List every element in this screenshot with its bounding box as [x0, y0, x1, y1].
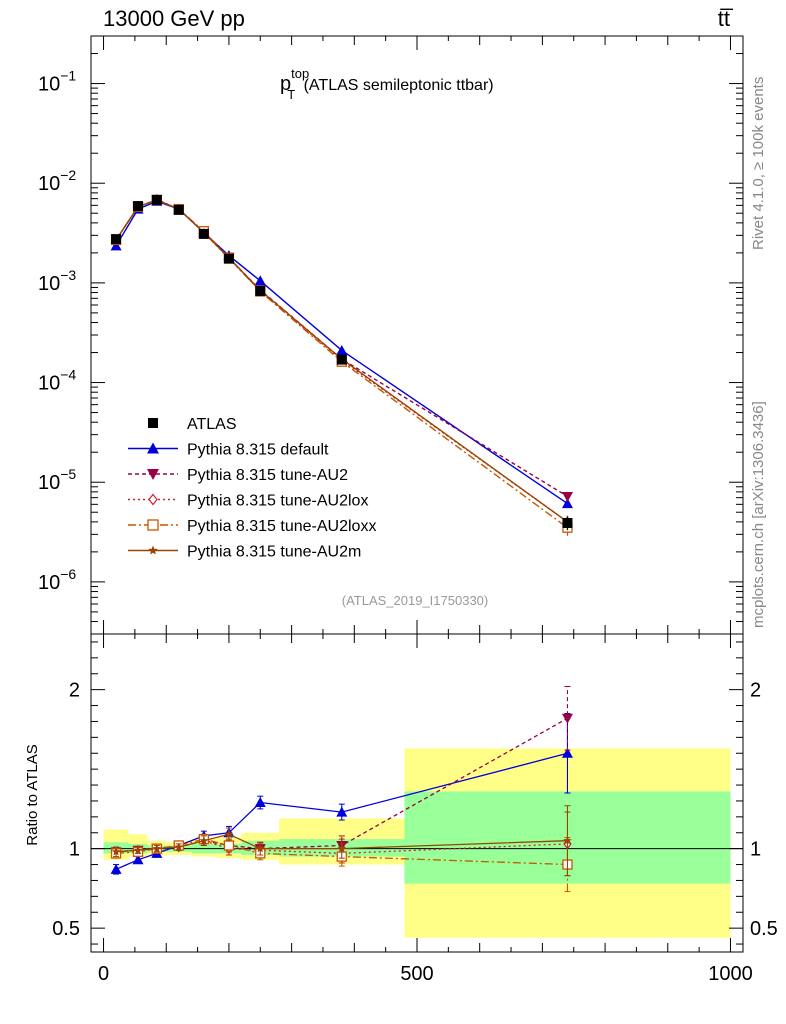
legend-item: Pythia 8.315 tune-AU2loxx	[128, 518, 376, 535]
ratio-point	[111, 847, 121, 856]
legend-marker	[148, 418, 158, 428]
ratio-ytick-label: 2	[69, 680, 80, 702]
legend: ATLAS Pythia 8.315 default Pythia 8.315 tu…	[128, 416, 376, 561]
main-ytick-label: 10−5	[38, 466, 76, 494]
ratio-point	[223, 840, 235, 851]
main-panel: 10−6 10−5 10−4 10−3 10−2 10−1 ptop T (ATLAS se…	[38, 35, 744, 635]
ratio-xtick-label: 500	[400, 963, 433, 985]
ratio-point	[256, 844, 265, 853]
ratio-xtick-label: 0	[98, 963, 109, 985]
main-ytick-label: 10−4	[38, 367, 76, 395]
ratio-series-pythia-8-315-tune-au2m	[111, 805, 572, 877]
main-ytick-label: 10−6	[38, 566, 76, 594]
ratio-point	[133, 845, 143, 854]
data-point	[562, 517, 573, 528]
ratio-point	[152, 844, 162, 853]
ratio-ytick-label: 1	[69, 839, 80, 861]
main-ytick-label: 10−1	[38, 68, 76, 96]
ratio-ytick-label: 0.5	[52, 918, 80, 940]
energy-label: 13000 GeV pp	[103, 6, 245, 31]
data-point	[151, 194, 162, 205]
ratio-point	[561, 747, 573, 758]
legend-marker	[148, 493, 158, 506]
main-ytick-label: 10−2	[38, 167, 76, 195]
ratio-point	[199, 836, 209, 845]
data-point	[255, 285, 266, 296]
data-point	[254, 275, 266, 286]
legend-marker	[147, 519, 159, 531]
ratio-point	[224, 829, 234, 838]
ratio-panel: 0.5 0.5 1 1 2 2 0 500 1000 Ratio to ATLAS	[24, 633, 778, 985]
ratio-ytick-label: 2	[750, 680, 761, 702]
legend-marker	[147, 442, 159, 454]
series-pythia-8-315-tune-au2loxx	[110, 194, 573, 536]
ratio-point	[254, 797, 266, 808]
ratio-ylabel: Ratio to ATLAS	[24, 744, 41, 845]
legend-label: Pythia 8.315 tune-AU2loxx	[187, 518, 376, 535]
data-point	[561, 491, 573, 502]
ratio-point	[110, 863, 122, 874]
data-point	[336, 344, 348, 355]
ratio-point	[174, 842, 183, 851]
data-point	[111, 234, 122, 245]
ratio-line	[116, 838, 568, 866]
legend-marker	[148, 545, 158, 555]
data-point	[198, 228, 209, 239]
legend-label: Pythia 8.315 tune-AU2lox	[187, 493, 368, 510]
legend-label: Pythia 8.315 tune-AU2	[187, 467, 348, 484]
main-ytick-label: 10−3	[38, 267, 76, 295]
legend-item: ATLAS	[148, 416, 237, 433]
ratio-point	[561, 713, 573, 724]
legend-label: Pythia 8.315 tune-AU2m	[187, 544, 361, 561]
ratio-ytick-label: 0.5	[750, 918, 778, 940]
legend-item: Pythia 8.315 tune-AU2lox	[128, 493, 368, 510]
ratio-point	[563, 836, 572, 845]
legend-label: ATLAS	[187, 416, 237, 433]
ratio-line	[116, 840, 568, 855]
ratio-point	[336, 806, 348, 817]
process-label: tt̅	[718, 6, 734, 31]
legend-item: Pythia 8.315 default	[128, 442, 329, 459]
mcplots-label: mcplots.cern.ch [arXiv:1306.3436]	[750, 401, 767, 628]
main-title: ptop T (ATLAS semileptonic ttbar)	[280, 66, 494, 102]
series-atlas	[111, 194, 573, 531]
watermark: (ATLAS_2019_I1750330)	[342, 593, 488, 608]
data-point	[223, 253, 234, 264]
ratio-xtick-label: 1000	[708, 963, 753, 985]
ratio-point	[337, 844, 346, 853]
series-pythia-8-315-default	[110, 195, 573, 509]
data-point	[173, 204, 184, 215]
data-point	[336, 354, 347, 365]
legend-label: Pythia 8.315 default	[187, 442, 329, 459]
data-point	[561, 498, 573, 509]
legend-marker	[147, 469, 159, 480]
data-point	[133, 201, 144, 212]
ratio-ytick-label: 1	[750, 839, 761, 861]
legend-item: Pythia 8.315 tune-AU2m	[128, 544, 361, 561]
data-point	[110, 240, 122, 251]
legend-item: Pythia 8.315 tune-AU2	[128, 467, 348, 484]
rivet-label: Rivet 4.1.0, ≥ 100k events	[750, 77, 767, 250]
ratio-point	[132, 854, 144, 865]
